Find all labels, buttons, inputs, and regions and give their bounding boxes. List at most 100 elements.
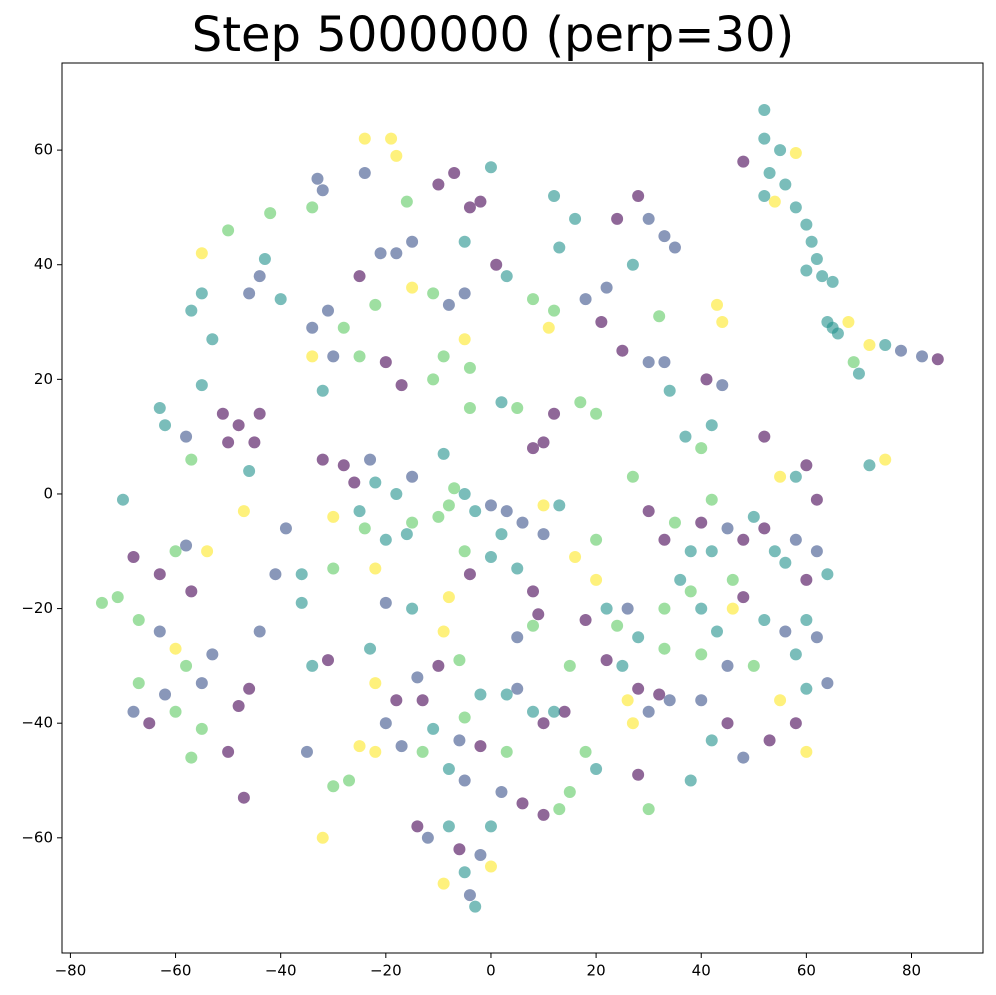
point [379,356,392,369]
point [379,533,392,546]
point [400,195,413,208]
point [180,659,193,672]
point [537,528,550,541]
y-tick-label: 20 [34,370,53,388]
y-tick-label: −40 [21,714,53,732]
point [379,596,392,609]
point [774,470,787,483]
point [185,453,198,466]
point [516,797,529,810]
point [500,688,513,701]
point [327,780,340,793]
point [432,510,445,523]
point [774,144,787,157]
point [153,625,166,638]
point [632,768,645,781]
point [642,356,655,369]
point [821,568,834,581]
point [758,614,771,627]
point [416,745,429,758]
point [579,293,592,306]
point [343,774,356,787]
point [390,694,403,707]
point [222,224,235,237]
point [800,459,813,472]
point [432,178,445,191]
point [852,367,865,380]
point [337,321,350,334]
chart-title: Step 5000000 (perp=30) [192,7,795,63]
point [369,562,382,575]
point [658,533,671,546]
point [185,585,198,598]
point [369,298,382,311]
point [516,516,529,529]
point [721,522,734,535]
point [364,642,377,655]
point [353,740,366,753]
point [232,419,245,432]
point [442,820,455,833]
point [132,614,145,627]
point [500,745,513,758]
point [763,167,776,180]
point [248,436,261,449]
point [95,596,108,609]
point [427,722,440,735]
point [789,533,802,546]
point [616,659,629,672]
point [527,619,540,632]
point [642,505,655,518]
point [458,545,471,558]
point [195,677,208,690]
point [495,785,508,798]
point [616,344,629,357]
point [668,241,681,254]
point [548,407,561,420]
point [611,212,624,225]
point [511,682,524,695]
point [448,167,461,180]
point [642,212,655,225]
point [695,516,708,529]
point [406,281,419,294]
point [758,103,771,116]
point [658,642,671,655]
point [432,659,445,672]
point [621,694,634,707]
point [658,230,671,243]
point [295,568,308,581]
point [111,591,124,604]
point [437,625,450,638]
point [711,625,724,638]
point [201,545,214,558]
point [453,734,466,747]
point [427,373,440,386]
point [527,585,540,598]
point [195,287,208,300]
point [369,745,382,758]
point [369,677,382,690]
point [711,298,724,311]
point [495,528,508,541]
point [253,407,266,420]
point [537,717,550,730]
point [316,384,329,397]
point [894,344,907,357]
point [590,407,603,420]
point [916,350,929,363]
point [721,717,734,730]
x-tick-label: −80 [55,962,87,980]
y-tick-label: −20 [21,599,53,617]
point [658,356,671,369]
point [390,247,403,260]
point [442,499,455,512]
point [668,516,681,529]
point [463,401,476,414]
point [442,763,455,776]
point [206,648,219,661]
point [737,533,750,546]
point [663,694,676,707]
point [206,333,219,346]
point [484,499,497,512]
